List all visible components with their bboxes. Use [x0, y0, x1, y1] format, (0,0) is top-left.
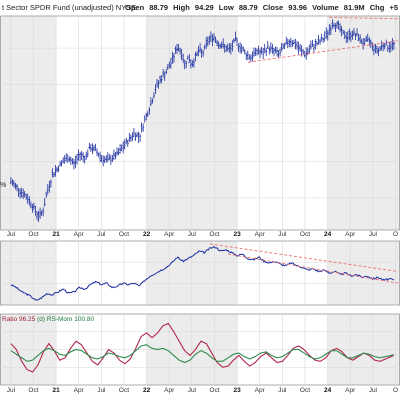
rrg-x-tick-label: 24 — [323, 387, 332, 394]
rrg-x-tick-label: Jul — [278, 387, 287, 394]
price-x-tick-label: O — [392, 231, 398, 238]
price-x-tick-label: Jul — [368, 231, 377, 238]
rs-lower-channel-line — [227, 253, 399, 284]
open-label: Open — [125, 3, 145, 12]
relative-strength-line — [10, 245, 395, 301]
year-shade-band — [0, 241, 57, 305]
close-value: 93.96 — [288, 3, 308, 12]
high-label: High — [173, 3, 190, 12]
price-x-tick-label: Jul — [278, 231, 287, 238]
low-label: Low — [218, 3, 234, 12]
chg-label: Chg — [369, 3, 385, 12]
price-x-tick-label: Oct — [209, 231, 220, 238]
price-x-tick-label: Apr — [164, 231, 175, 238]
price-x-tick-label: 24 — [323, 231, 332, 238]
price-x-tick-label: Apr — [345, 231, 356, 238]
rrg-x-tick-label: 22 — [142, 387, 151, 394]
rrg-x-tick-label: 21 — [52, 387, 60, 394]
price-x-tick-label: 22 — [142, 231, 151, 238]
rrg-x-tick-label: Jul — [368, 387, 377, 394]
rrg-x-tick-label: O — [392, 387, 398, 394]
rrg-x-tick-label: Jul — [6, 387, 16, 394]
volume-label: Volume — [312, 3, 339, 12]
price-x-tick-label: Oct — [118, 231, 130, 238]
rrg-x-tick-label: Apr — [254, 387, 265, 394]
price-x-tick-label: Apr — [73, 231, 84, 238]
chart-title: t Sector SPDR Fund (unadjusted) NYSE — [2, 3, 137, 12]
chg-value: +5 — [389, 3, 398, 12]
rrg-x-tick-label: Oct — [28, 387, 39, 394]
price-x-tick-label: Jul — [6, 231, 16, 238]
momentum-legend-text: (d) RS-Mom 100.80 — [37, 316, 95, 323]
rrg-x-tick-label: Jul — [97, 387, 106, 394]
rrg-x-tick-label: Jul — [187, 387, 196, 394]
open-value: 88.79 — [149, 3, 169, 12]
price-x-tick-label: 21 — [52, 231, 60, 238]
rrg-x-tick-label: Apr — [345, 387, 356, 394]
price-panel-label: % — [0, 182, 7, 189]
price-x-tick-label: Jul — [97, 231, 106, 238]
rrg-legend: Ratio 96.25 (d) RS-Mom 100.80 — [2, 316, 94, 323]
high-value: 94.29 — [194, 3, 214, 12]
close-label: Close — [262, 3, 284, 12]
low-value: 88.79 — [238, 3, 258, 12]
price-x-tick-label: 23 — [233, 231, 241, 238]
ratio-legend-text: Ratio 96.25 — [2, 316, 36, 323]
rs-ratio-line — [10, 322, 394, 373]
price-x-tick-label: Oct — [28, 231, 39, 238]
price-x-tick-label: Apr — [254, 231, 265, 238]
rrg-x-tick-label: 23 — [233, 387, 241, 394]
ohlc-readout: Open 88.79 High 94.29 Low 88.79 Close 93… — [122, 0, 398, 16]
rrg-x-tick-label: Oct — [299, 387, 311, 394]
price-resistance-trendline — [329, 16, 399, 20]
rs-upper-channel-line — [209, 243, 399, 272]
price-support-trendline — [247, 40, 399, 63]
volume-value: 81.9M — [343, 3, 365, 12]
rrg-x-tick-label: Apr — [164, 387, 175, 394]
price-x-tick-label: Oct — [299, 231, 311, 238]
rrg-x-tick-label: Oct — [118, 387, 130, 394]
price-x-tick-label: Jul — [187, 231, 196, 238]
rs-momentum-line — [10, 344, 394, 364]
rrg-x-tick-label: Oct — [209, 387, 220, 394]
rrg-x-tick-label: Apr — [73, 387, 84, 394]
